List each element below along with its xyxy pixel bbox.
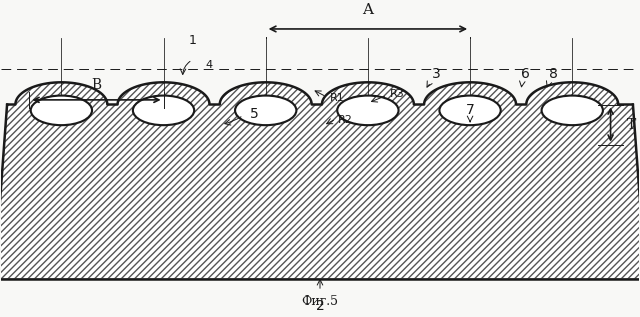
Circle shape	[541, 95, 603, 125]
Text: 1: 1	[188, 35, 196, 48]
Text: T: T	[627, 118, 636, 132]
Circle shape	[31, 95, 92, 125]
Circle shape	[440, 95, 500, 125]
Polygon shape	[0, 82, 640, 279]
Text: 4: 4	[205, 60, 212, 70]
Text: R2: R2	[338, 115, 353, 125]
Text: R3: R3	[390, 89, 405, 99]
Text: Фиг.5: Фиг.5	[301, 295, 339, 308]
Text: 8: 8	[548, 68, 557, 81]
Text: B: B	[92, 78, 102, 92]
Text: 5: 5	[250, 107, 259, 121]
Circle shape	[133, 95, 194, 125]
Circle shape	[337, 95, 399, 125]
Text: 7: 7	[466, 103, 474, 117]
Text: 2: 2	[316, 299, 324, 313]
Text: 3: 3	[432, 68, 440, 81]
Circle shape	[235, 95, 296, 125]
Text: R1: R1	[330, 93, 344, 103]
Text: 6: 6	[521, 68, 530, 81]
Text: A: A	[362, 3, 373, 16]
